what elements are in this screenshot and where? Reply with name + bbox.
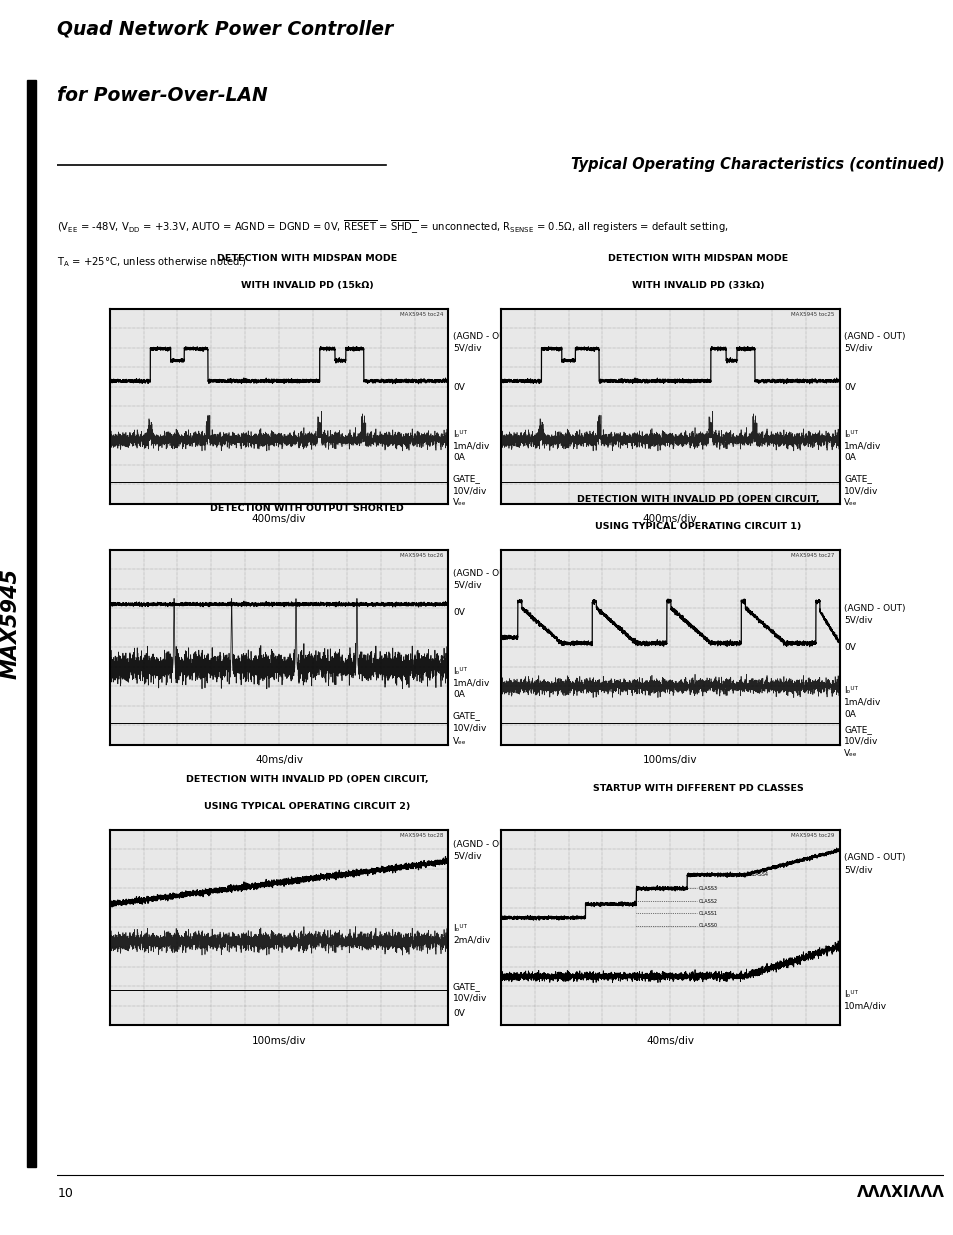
Text: MAX5945 toc24: MAX5945 toc24 bbox=[399, 311, 443, 316]
Text: WITH INVALID PD (33kΩ): WITH INVALID PD (33kΩ) bbox=[631, 282, 764, 290]
Text: Iₒᵁᵀ: Iₒᵁᵀ bbox=[843, 687, 857, 695]
Text: CLASS4: CLASS4 bbox=[749, 872, 768, 877]
Text: (AGND - OUT): (AGND - OUT) bbox=[453, 569, 514, 578]
Text: Quad Network Power Controller: Quad Network Power Controller bbox=[57, 20, 393, 38]
Text: 0A: 0A bbox=[843, 453, 855, 462]
Text: 1mA/div: 1mA/div bbox=[453, 678, 490, 688]
Text: 5V/div: 5V/div bbox=[843, 343, 872, 353]
Text: 10: 10 bbox=[57, 1187, 73, 1200]
Text: MAX5945: MAX5945 bbox=[0, 568, 20, 679]
Text: GATE_: GATE_ bbox=[843, 474, 871, 484]
Text: 10mA/div: 10mA/div bbox=[843, 1002, 886, 1010]
Text: 40ms/div: 40ms/div bbox=[254, 756, 303, 766]
Text: GATE_: GATE_ bbox=[843, 725, 871, 734]
Text: 100ms/div: 100ms/div bbox=[642, 756, 697, 766]
Text: 1mA/div: 1mA/div bbox=[843, 698, 881, 706]
Text: Iₒᵁᵀ: Iₒᵁᵀ bbox=[843, 430, 857, 438]
Text: DETECTION WITH INVALID PD (OPEN CIRCUIT,: DETECTION WITH INVALID PD (OPEN CIRCUIT, bbox=[186, 776, 428, 784]
Text: MAX5945 toc26: MAX5945 toc26 bbox=[399, 552, 443, 557]
Text: 0V: 0V bbox=[843, 643, 855, 652]
Text: Iₒᵁᵀ: Iₒᵁᵀ bbox=[453, 430, 466, 438]
Text: MAX5945 toc25: MAX5945 toc25 bbox=[790, 311, 834, 316]
Text: 400ms/div: 400ms/div bbox=[642, 515, 697, 525]
Text: 0V: 0V bbox=[453, 1009, 464, 1019]
Text: CLASS2: CLASS2 bbox=[699, 899, 718, 904]
Text: (AGND - OUT): (AGND - OUT) bbox=[843, 853, 904, 862]
Text: MAX5945 toc29: MAX5945 toc29 bbox=[790, 832, 834, 837]
Text: (AGND - OUT): (AGND - OUT) bbox=[843, 604, 904, 614]
Text: 0V: 0V bbox=[453, 608, 464, 618]
Text: DETECTION WITH OUTPUT SHORTED: DETECTION WITH OUTPUT SHORTED bbox=[210, 504, 404, 513]
Text: 0A: 0A bbox=[843, 710, 855, 719]
Text: T$_{\rm A}$ = +25°C, unless otherwise noted.): T$_{\rm A}$ = +25°C, unless otherwise no… bbox=[57, 256, 247, 269]
Text: 5V/div: 5V/div bbox=[453, 851, 481, 861]
Text: (V$_{\rm EE}$ = -48V, V$_{\rm DD}$ = +3.3V, AUTO = AGND = DGND = 0V, $\overline{: (V$_{\rm EE}$ = -48V, V$_{\rm DD}$ = +3.… bbox=[57, 219, 728, 236]
Text: MAX5945 toc27: MAX5945 toc27 bbox=[790, 552, 834, 557]
Text: 0A: 0A bbox=[453, 690, 464, 699]
Text: 1mA/div: 1mA/div bbox=[453, 441, 490, 451]
Text: USING TYPICAL OPERATING CIRCUIT 2): USING TYPICAL OPERATING CIRCUIT 2) bbox=[204, 803, 410, 811]
Text: 400ms/div: 400ms/div bbox=[252, 515, 306, 525]
Text: 5V/div: 5V/div bbox=[453, 343, 481, 353]
Text: DETECTION WITH MIDSPAN MODE: DETECTION WITH MIDSPAN MODE bbox=[608, 254, 787, 263]
Text: Vₑₑ: Vₑₑ bbox=[453, 737, 466, 746]
Text: Vₑₑ: Vₑₑ bbox=[843, 498, 857, 508]
Text: 5V/div: 5V/div bbox=[453, 580, 481, 590]
Text: 10V/div: 10V/div bbox=[843, 487, 878, 495]
Text: 2mA/div: 2mA/div bbox=[453, 935, 490, 945]
Text: CLASS1: CLASS1 bbox=[699, 911, 718, 916]
Text: ΛΛΛXIΛΛΛ: ΛΛΛXIΛΛΛ bbox=[856, 1186, 943, 1200]
Text: 0V: 0V bbox=[843, 383, 855, 391]
Text: Iₒᵁᵀ: Iₒᵁᵀ bbox=[453, 924, 466, 932]
Text: 0A: 0A bbox=[453, 453, 464, 462]
Text: MAX5945 toc28: MAX5945 toc28 bbox=[399, 832, 443, 837]
Text: GATE_: GATE_ bbox=[453, 982, 480, 992]
Text: DETECTION WITH MIDSPAN MODE: DETECTION WITH MIDSPAN MODE bbox=[217, 254, 396, 263]
Text: CLASS0: CLASS0 bbox=[699, 924, 718, 929]
Text: 10V/div: 10V/div bbox=[843, 737, 878, 746]
Text: CLASS3: CLASS3 bbox=[699, 885, 718, 890]
Text: STARTUP WITH DIFFERENT PD CLASSES: STARTUP WITH DIFFERENT PD CLASSES bbox=[593, 784, 802, 793]
Text: 40ms/div: 40ms/div bbox=[645, 1036, 694, 1046]
Text: 10V/div: 10V/div bbox=[453, 724, 487, 732]
Text: 10V/div: 10V/div bbox=[453, 487, 487, 495]
Text: GATE_: GATE_ bbox=[453, 474, 480, 484]
Text: (AGND - OUT): (AGND - OUT) bbox=[843, 332, 904, 341]
Text: GATE_: GATE_ bbox=[453, 711, 480, 720]
Text: 5V/div: 5V/div bbox=[843, 616, 872, 625]
Bar bbox=[27, 80, 36, 1167]
Text: 1mA/div: 1mA/div bbox=[843, 441, 881, 451]
Text: 0V: 0V bbox=[453, 383, 464, 391]
Text: Typical Operating Characteristics (continued): Typical Operating Characteristics (conti… bbox=[570, 157, 943, 172]
Text: WITH INVALID PD (15kΩ): WITH INVALID PD (15kΩ) bbox=[240, 282, 374, 290]
Text: (AGND - OUT): (AGND - OUT) bbox=[453, 840, 514, 848]
Text: (AGND - OUT): (AGND - OUT) bbox=[453, 332, 514, 341]
Text: Vₑₑ: Vₑₑ bbox=[843, 748, 857, 757]
Text: USING TYPICAL OPERATING CIRCUIT 1): USING TYPICAL OPERATING CIRCUIT 1) bbox=[595, 522, 801, 531]
Text: Iₒᵁᵀ: Iₒᵁᵀ bbox=[843, 990, 857, 999]
Text: for Power-Over-LAN: for Power-Over-LAN bbox=[57, 86, 268, 105]
Text: DETECTION WITH INVALID PD (OPEN CIRCUIT,: DETECTION WITH INVALID PD (OPEN CIRCUIT, bbox=[577, 495, 819, 504]
Text: 100ms/div: 100ms/div bbox=[252, 1036, 306, 1046]
Text: 10V/div: 10V/div bbox=[453, 994, 487, 1003]
Text: 5V/div: 5V/div bbox=[843, 864, 872, 874]
Text: Iₒᵁᵀ: Iₒᵁᵀ bbox=[453, 667, 466, 676]
Text: Vₑₑ: Vₑₑ bbox=[453, 498, 466, 508]
